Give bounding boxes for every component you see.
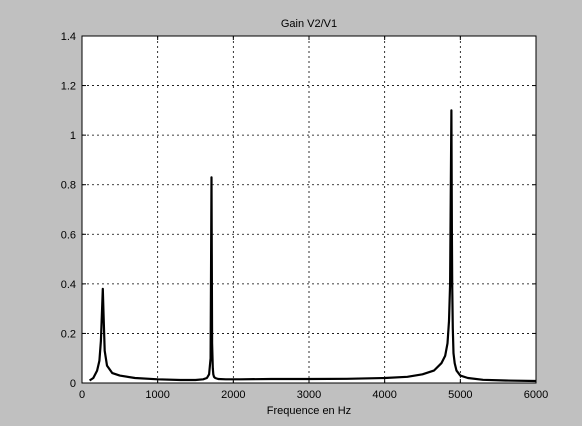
y-tick-label: 0.2 (61, 328, 76, 340)
x-axis-label: Frequence en Hz (267, 405, 351, 417)
grid-lines (82, 36, 536, 383)
x-tick-label: 4000 (372, 389, 396, 401)
y-tick-label: 1.4 (61, 31, 76, 43)
x-tick-label: 3000 (297, 389, 321, 401)
x-tick-label: 2000 (221, 389, 245, 401)
y-tick-label: 0.8 (61, 180, 76, 192)
y-tick-label: 1 (70, 130, 76, 142)
x-tick-label: 0 (79, 389, 85, 401)
plot-area (81, 35, 537, 384)
series-line (88, 109, 537, 383)
axes: 0 1000 2000 3000 4000 5000 6000 0 0.2 0.4 0.6 0.8 1 1… (61, 31, 549, 401)
x-tick-label: 5000 (448, 389, 472, 401)
y-tick-label: 0.4 (61, 279, 76, 291)
series-layer (88, 109, 537, 383)
chart-title: Gain V2/V1 (281, 18, 337, 30)
y-tick-label: 0.6 (61, 229, 76, 241)
y-tick-label: 1.2 (61, 81, 76, 93)
plot-frame (81, 35, 537, 384)
x-tick-label: 1000 (145, 389, 169, 401)
y-tick-label: 0 (70, 378, 76, 390)
x-tick-label: 6000 (524, 389, 548, 401)
